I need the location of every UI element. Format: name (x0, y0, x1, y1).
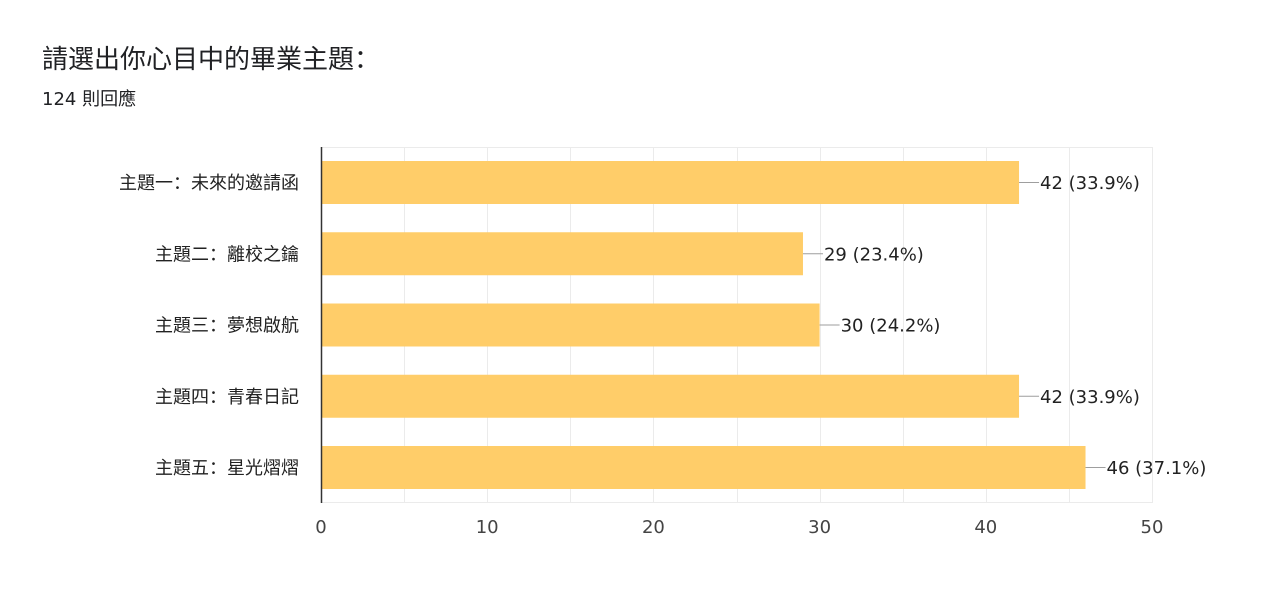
x-tick-label: 50 (1141, 517, 1164, 538)
x-tick-label: 0 (315, 517, 326, 538)
bar (321, 232, 803, 276)
category-label: 主題三：夢想啟航 (155, 316, 299, 337)
category-label: 主題五：星光熠熠 (155, 458, 299, 479)
data-label: 42 (33.9%) (1040, 173, 1140, 194)
x-tick-label: 20 (642, 517, 665, 538)
x-tick-label: 40 (974, 517, 997, 538)
bar (321, 303, 820, 347)
data-label: 30 (24.2%) (841, 316, 941, 337)
x-tick-label: 10 (476, 517, 499, 538)
data-label: 46 (37.1%) (1107, 458, 1207, 479)
category-label: 主題四：青春日記 (155, 387, 299, 408)
bar (321, 374, 1020, 418)
response-count: 124 則回應 (42, 89, 137, 110)
bar (321, 446, 1086, 489)
bar (321, 161, 1020, 204)
data-label: 42 (33.9%) (1040, 387, 1140, 408)
question-title: 請選出你心目中的畢業主題： (42, 45, 381, 75)
category-label: 主題二：離校之鑰 (155, 244, 299, 265)
category-label: 主題一：未來的邀請函 (119, 173, 299, 194)
x-tick-label: 30 (808, 517, 831, 538)
data-label: 29 (23.4%) (824, 244, 924, 265)
